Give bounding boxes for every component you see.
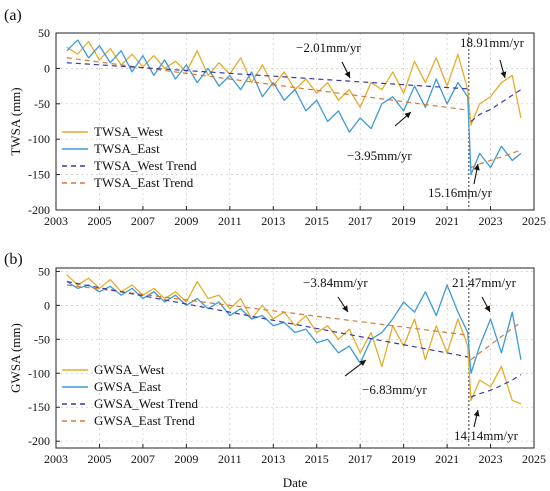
annotation-arrowhead-b-1 bbox=[342, 305, 348, 312]
y-axis-label-a: TWSA (mm) bbox=[8, 87, 23, 155]
series-gwsa-west bbox=[66, 274, 522, 405]
x-tick-label: 2009 bbox=[174, 214, 198, 228]
legend-label-b-3: GWSA_West Trend bbox=[94, 396, 199, 411]
annotation-arrowhead-b-3 bbox=[484, 305, 490, 312]
y-tick-label: -200 bbox=[28, 434, 50, 448]
x-tick-label: 2019 bbox=[392, 214, 416, 228]
x-tick-label: 2003 bbox=[44, 214, 68, 228]
x-tick-label: 2015 bbox=[305, 452, 329, 466]
annotation-rate-b-3: 21.47mm/yr bbox=[452, 275, 517, 290]
series-gwsa-east bbox=[66, 281, 522, 374]
legend-label-b-1: GWSA_West bbox=[94, 362, 165, 377]
x-tick-label: 2017 bbox=[348, 214, 372, 228]
y-tick-label: -50 bbox=[34, 97, 50, 111]
annotation-arrowhead-b-2 bbox=[359, 360, 366, 367]
x-tick-label: 2013 bbox=[261, 214, 285, 228]
series-twsa-east-trend-seg2 bbox=[470, 149, 522, 169]
x-tick-label: 2025 bbox=[522, 214, 546, 228]
plot-frame-a bbox=[55, 32, 535, 211]
series-twsa-east bbox=[66, 39, 522, 176]
x-tick-label: 2013 bbox=[261, 452, 285, 466]
annotation-arrowhead-a-3 bbox=[500, 71, 507, 78]
legend-label-a-3: TWSA_West Trend bbox=[94, 158, 197, 173]
series-twsa-west-trend-seg2 bbox=[470, 89, 522, 122]
annotation-rate-a-1: −2.01mm/yr bbox=[296, 40, 361, 55]
y-axis-label-b: GWSA (mm) bbox=[8, 323, 23, 393]
legend-label-b-4: GWSA_East Trend bbox=[94, 413, 195, 428]
annotation-arrowhead-a-1 bbox=[344, 71, 350, 78]
y-tick-label: -150 bbox=[28, 400, 50, 414]
y-tick-label: -50 bbox=[34, 332, 50, 346]
series-gwsa-east-trend-seg2 bbox=[470, 321, 522, 361]
x-tick-label: 2003 bbox=[44, 452, 68, 466]
x-tick-label: 2011 bbox=[218, 214, 242, 228]
y-tick-label: 50 bbox=[38, 26, 50, 40]
panel-letter-a: (a) bbox=[4, 7, 22, 24]
panel-letter-b: (b) bbox=[4, 251, 23, 268]
plot-frame-b bbox=[55, 267, 535, 449]
series-twsa-west bbox=[66, 40, 522, 126]
annotation-rate-b-2: −6.83mm/yr bbox=[362, 382, 427, 397]
series-twsa-west-trend-seg1 bbox=[66, 62, 468, 90]
y-tick-label: 50 bbox=[38, 264, 50, 278]
x-tick-label: 2025 bbox=[522, 452, 546, 466]
x-tick-label: 2007 bbox=[131, 214, 155, 228]
annotation-rate-a-4: 15.16mm/yr bbox=[428, 185, 493, 200]
y-tick-label: -200 bbox=[28, 203, 50, 217]
y-tick-label: -100 bbox=[28, 132, 50, 146]
annotation-rate-b-4: 14.14mm/yr bbox=[454, 428, 519, 443]
legend-label-b-2: GWSA_East bbox=[94, 379, 162, 394]
annotation-arrowhead-a-4 bbox=[473, 164, 480, 171]
x-tick-label: 2011 bbox=[218, 452, 242, 466]
panel-b-gwsa: 2003 2005 2007 2009 2011 2013 2015 2017 2019 2021… bbox=[8, 264, 546, 466]
x-tick-label: 2021 bbox=[435, 452, 459, 466]
x-axis-label: Date bbox=[283, 475, 308, 490]
annotation-rate-b-1: −3.84mm/yr bbox=[303, 275, 368, 290]
annotation-arrowhead-a-2 bbox=[404, 112, 411, 119]
series-twsa-east-trend-seg1 bbox=[66, 57, 468, 111]
x-tick-label: 2005 bbox=[87, 214, 111, 228]
x-tick-label: 2009 bbox=[174, 452, 198, 466]
x-tick-label: 2015 bbox=[305, 214, 329, 228]
legend-label-a-1: TWSA_West bbox=[94, 124, 163, 139]
series-gwsa-west-trend-seg2 bbox=[470, 374, 522, 398]
panel-a-twsa: 2003 2005 2007 2009 2011 2013 2015 2017 2019 2021… bbox=[8, 26, 546, 228]
x-tick-label: 2017 bbox=[348, 452, 372, 466]
series-gwsa-east-trend-seg1 bbox=[66, 284, 468, 336]
y-tick-label: 0 bbox=[44, 61, 50, 75]
annotation-rate-a-3: 18.91mm/yr bbox=[460, 35, 525, 50]
y-tick-label: -150 bbox=[28, 168, 50, 182]
x-tick-label: 2019 bbox=[392, 452, 416, 466]
x-tick-label: 2021 bbox=[435, 214, 459, 228]
x-tick-label: 2005 bbox=[87, 452, 111, 466]
annotation-arrowhead-b-4 bbox=[473, 410, 480, 417]
x-tick-label: 2007 bbox=[131, 452, 155, 466]
x-tick-label: 2023 bbox=[479, 214, 503, 228]
annotation-rate-a-2: −3.95mm/yr bbox=[347, 148, 412, 163]
x-tick-label: 2023 bbox=[479, 452, 503, 466]
y-tick-label: -100 bbox=[28, 366, 50, 380]
legend-label-a-4: TWSA_East Trend bbox=[94, 175, 194, 190]
y-tick-label: 0 bbox=[44, 298, 50, 312]
legend-label-a-2: TWSA_East bbox=[94, 141, 160, 156]
